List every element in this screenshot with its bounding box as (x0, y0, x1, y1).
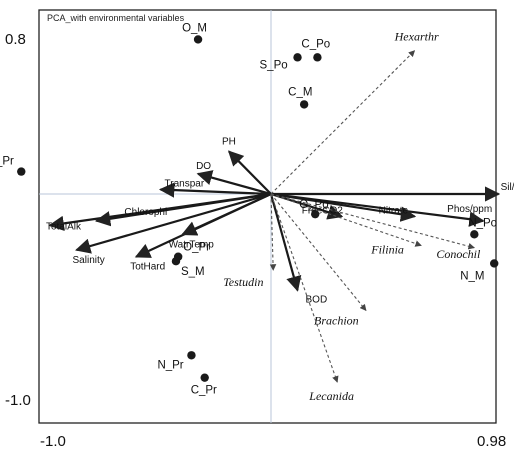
site-point-c-pr (200, 373, 209, 382)
site-point-s-pr (17, 167, 26, 176)
site-label-n-po: N_Po (468, 217, 497, 229)
species-vector-lecanida (270, 193, 339, 383)
env-vector-salinity (75, 192, 272, 254)
site-label-n-m: N_M (460, 270, 484, 282)
site-point-s-m (171, 257, 181, 266)
species-vector-filinia (270, 193, 422, 247)
env-vector-ph (227, 150, 272, 195)
species-label-conochil: Conochil (436, 247, 481, 261)
species-label-brachion: Brachion (314, 313, 359, 327)
env-vector-transpar (158, 182, 272, 198)
env-label-freeco2: FreeCO2 (302, 205, 344, 216)
plot-frame (38, 9, 497, 424)
site-point-n-pr (187, 351, 196, 360)
x-tick-left: -1.0 (40, 433, 66, 450)
env-label-salinity: Salinity (73, 255, 105, 266)
env-label-ph: PH (222, 136, 236, 147)
site-point-c-m (299, 100, 309, 109)
site-label-o-pr: O_Pr (183, 242, 210, 254)
site-point-n-m (490, 259, 499, 268)
site-points: O_M S_Po C_Po C_M S_Pr O_Pr S_M O_Po N_Po N_M N_Pr… (0, 22, 499, 397)
site-label-c-pr: C_Pr (191, 385, 217, 397)
env-label-watrtemp: WatrTemp (169, 239, 215, 250)
species-label-testudin: Testudin (223, 275, 263, 289)
env-vector-watrtemp (181, 192, 272, 236)
env-label-phos-ppm: Phos/ppm (447, 204, 492, 215)
species-label-filinia: Filinia (370, 243, 404, 257)
env-vector-nitrate (270, 192, 417, 222)
species-label-hexarthr: Hexarthr (394, 30, 439, 44)
env-vector-bod (269, 193, 302, 292)
env-label-sil-ppm: Sil/ppm (501, 182, 514, 193)
env-label-chlorophl: Chlorophl (124, 207, 167, 218)
env-label-bod: BOD (306, 294, 328, 305)
site-label-s-m: S_M (181, 266, 205, 278)
species-vector-testudin (269, 193, 277, 271)
site-label-n-pr: N_Pr (157, 359, 183, 371)
species-vectors: Hexarthr Testudin Filinia Conochil Brachion L… (223, 30, 481, 404)
env-label-totalalk: TotalAlk (46, 221, 82, 232)
env-label-do: DO (196, 161, 211, 172)
y-tick-top: 0.8 (5, 31, 26, 48)
chart-title: PCA_with environmental variables (47, 13, 185, 23)
env-label-tothard: TotHard (130, 262, 165, 273)
site-label-o-m: O_M (182, 22, 207, 34)
site-point-s-po (293, 53, 302, 62)
site-label-o-po: O_Po (299, 199, 328, 211)
site-point-c-po (313, 53, 322, 62)
site-label-c-po: C_Po (301, 38, 330, 50)
env-label-transpar: Transpar (165, 179, 205, 190)
site-label-s-pr: S_Pr (0, 156, 14, 168)
species-vector-hexarthr (270, 50, 416, 195)
site-label-s-po: S_Po (260, 59, 288, 71)
site-point-o-po (311, 209, 320, 219)
env-vector-chlorophl (94, 192, 272, 227)
env-vector-do (196, 170, 272, 196)
env-label-nitrate: Nitrate (379, 205, 409, 216)
species-vector-conochil (270, 193, 475, 250)
x-tick-right: 0.98 (477, 433, 506, 450)
y-tick-bottom: -1.0 (5, 392, 31, 409)
site-label-c-m: C_M (288, 86, 312, 98)
species-label-lecanida: Lecanida (308, 389, 354, 403)
site-point-o-m (193, 35, 203, 44)
environmental-vectors: TotalAlk Chlorophl Salinity TotHard WatrTemp… (46, 136, 514, 305)
site-point-n-po (470, 230, 479, 239)
